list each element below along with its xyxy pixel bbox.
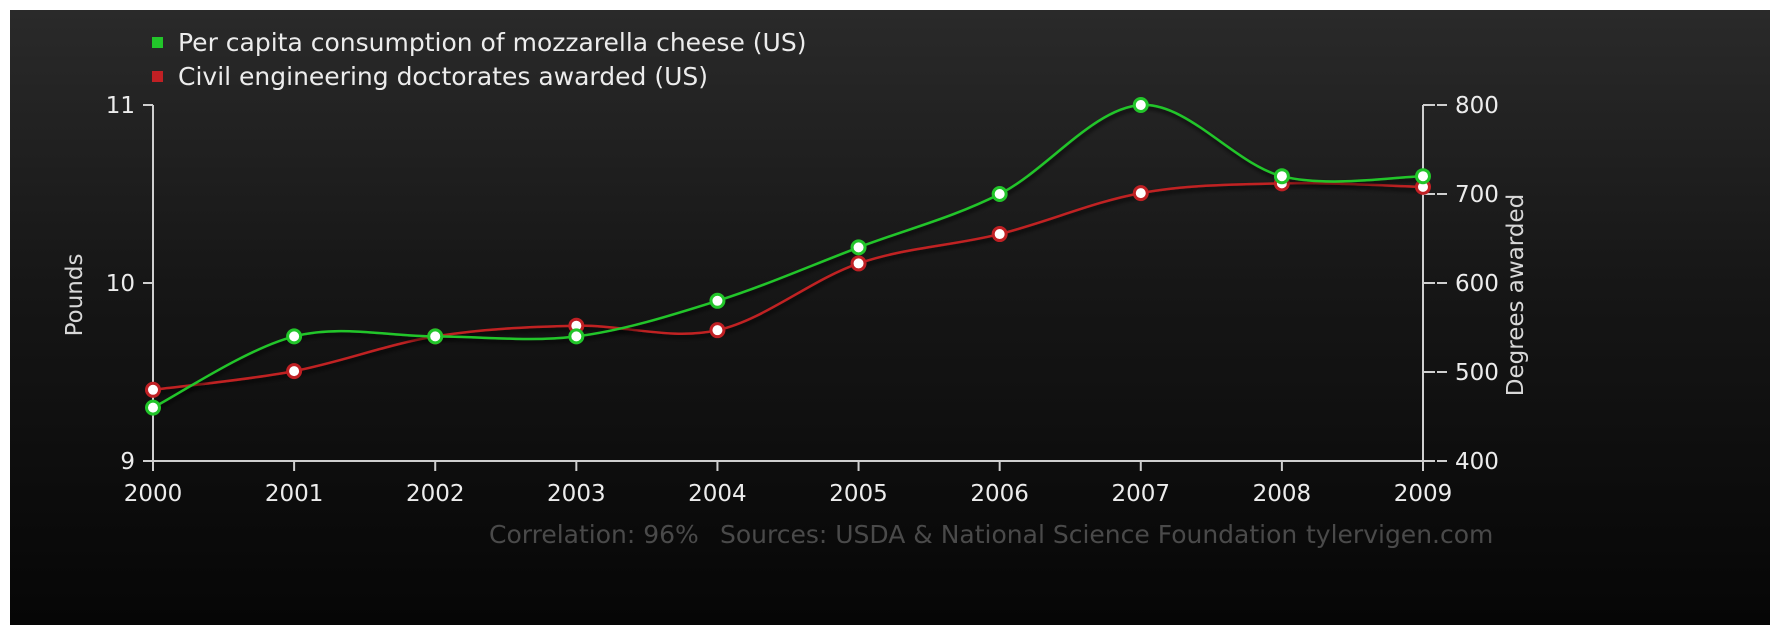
x-tick-label: 2008: [1253, 481, 1312, 507]
left-axis-title: Pounds: [62, 254, 88, 337]
data-point-doctorates-2005: [850, 255, 867, 272]
x-tick-label: 2005: [829, 481, 888, 507]
data-point-mozzarella-2008: [1273, 168, 1290, 185]
x-tick-label: 2006: [970, 481, 1029, 507]
legend-label-doctorates: Civil engineering doctorates awarded (US…: [178, 62, 708, 91]
right-tick-label: 600: [1455, 271, 1499, 297]
data-point-mozzarella-2004: [709, 292, 726, 309]
right-axis-title: Degrees awarded: [1503, 194, 1529, 396]
x-tick-label: 2004: [688, 481, 747, 507]
data-point-mozzarella-2006: [991, 186, 1008, 202]
x-tick-label: 2009: [1394, 481, 1453, 507]
data-point-mozzarella-2002: [427, 328, 444, 345]
axes: 9 10 11 400 500 600 700 800 2000 2001 2002 2003 2004…: [106, 93, 1499, 507]
data-point-mozzarella-2003: [568, 328, 585, 345]
series-layer: [145, 97, 1431, 416]
data-point-mozzarella-2009: [1415, 168, 1431, 185]
series-line-doctorates: [152, 181, 1424, 392]
data-point-mozzarella-2001: [286, 328, 303, 345]
data-point-mozzarella-2005: [850, 239, 867, 256]
x-tick-label: 2002: [406, 481, 465, 507]
legend: Per capita consumption of mozzarella che…: [152, 28, 806, 91]
left-tick-label: 11: [106, 93, 135, 119]
chart-panel: 9 10 11 400 500 600 700 800 2000 2001 2002 2003 2004…: [10, 10, 1770, 625]
legend-swatch-mozzarella: [152, 37, 163, 48]
legend-swatch-doctorates: [152, 71, 163, 82]
footer-sources: Sources: USDA & National Science Foundat…: [720, 520, 1297, 549]
right-tick-label: 800: [1455, 93, 1499, 119]
x-tick-label: 2003: [547, 481, 606, 507]
x-tick-label: 2000: [124, 481, 183, 507]
series-line-mozzarella: [152, 103, 1424, 409]
legend-label-mozzarella: Per capita consumption of mozzarella che…: [178, 28, 806, 57]
data-point-mozzarella-2000: [145, 399, 161, 416]
data-point-doctorates-2007: [1132, 185, 1149, 202]
data-point-mozzarella-2007: [1132, 97, 1149, 113]
x-tick-label: 2001: [265, 481, 324, 507]
chart-svg: 9 10 11 400 500 600 700 800 2000 2001 2002 2003 2004…: [62, 28, 1529, 549]
footer-correlation: Correlation: 96%: [489, 520, 699, 549]
data-point-doctorates-2004: [709, 322, 726, 339]
data-point-doctorates-2006: [991, 226, 1008, 243]
left-tick-label: 10: [106, 271, 135, 297]
chart-footer: Correlation: 96% Sources: USDA & Nationa…: [489, 520, 1493, 549]
data-point-doctorates-2001: [286, 363, 303, 380]
footer-site: tylervigen.com: [1306, 520, 1493, 549]
left-tick-label: 9: [120, 449, 135, 475]
right-tick-label: 500: [1455, 360, 1499, 386]
right-tick-label: 400: [1455, 449, 1499, 475]
series-doctorates: [145, 175, 1431, 398]
right-tick-label: 700: [1455, 182, 1499, 208]
series-mozzarella: [145, 97, 1431, 416]
x-tick-label: 2007: [1112, 481, 1171, 507]
data-point-doctorates-2000: [145, 381, 161, 398]
